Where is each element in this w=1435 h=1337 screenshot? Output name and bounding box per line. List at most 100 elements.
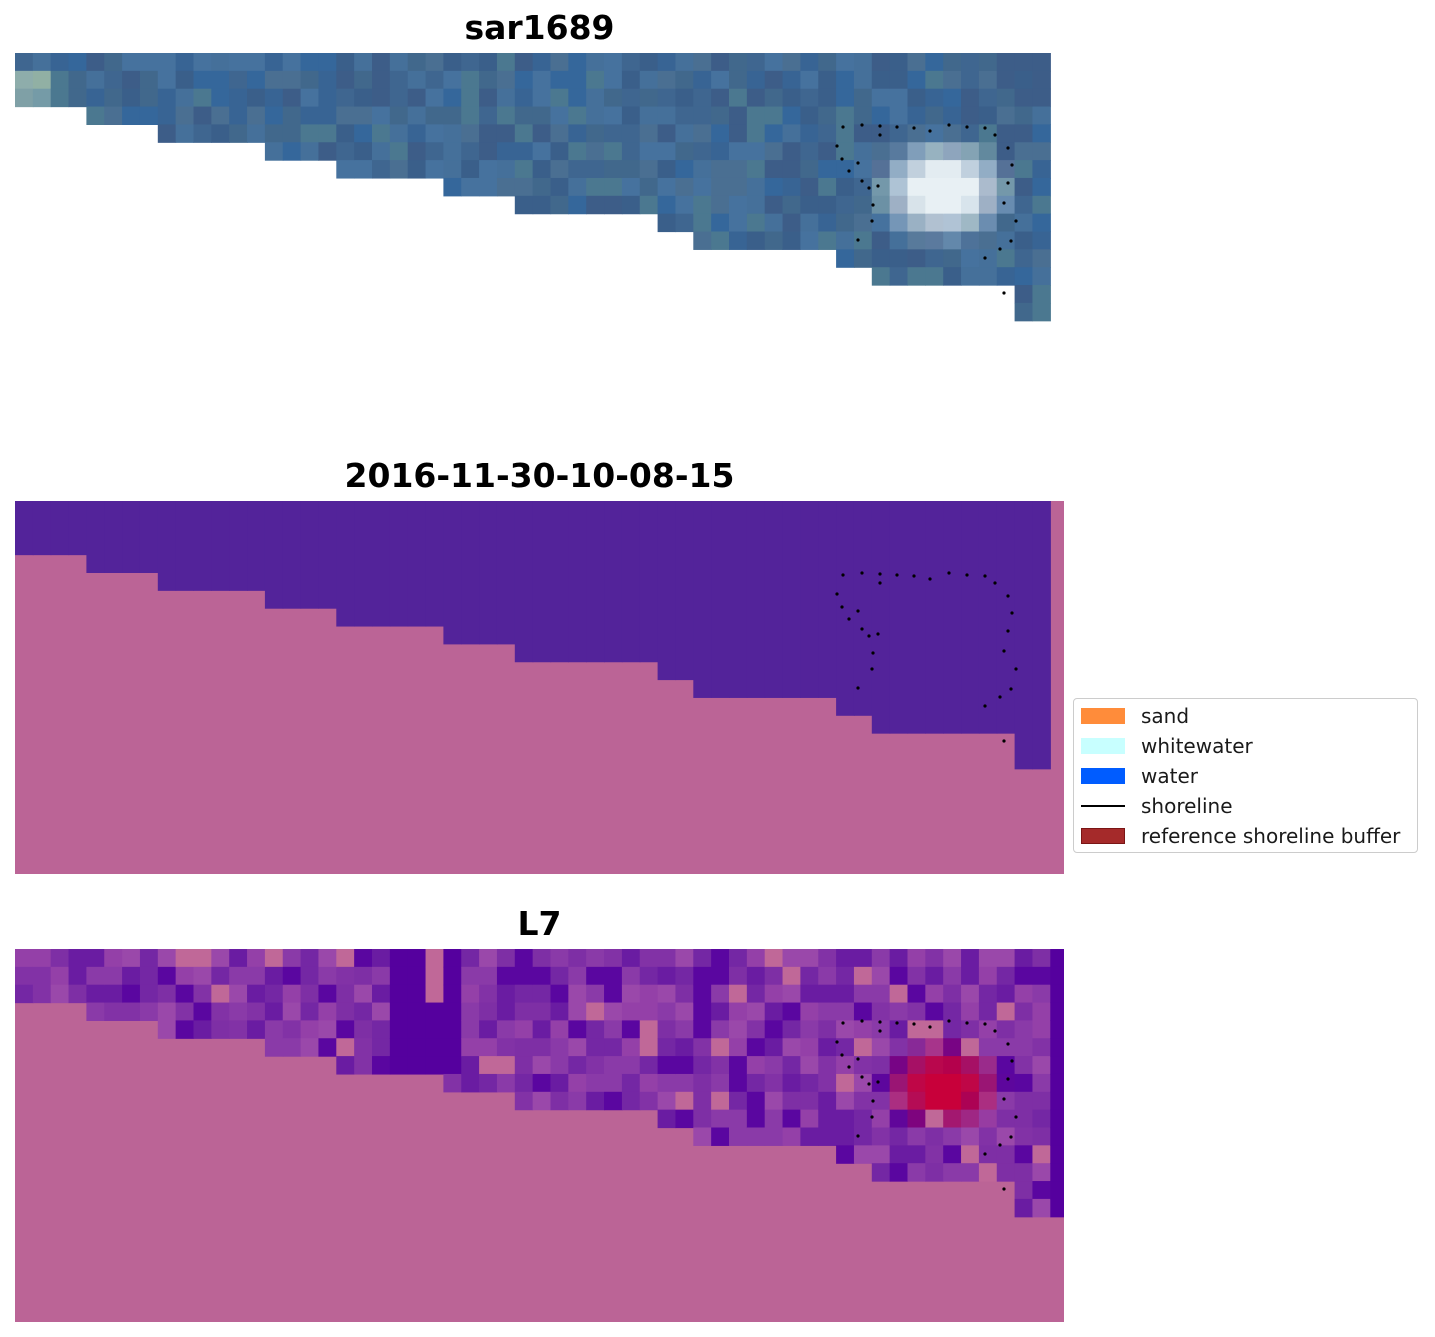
index-pixel <box>675 1038 694 1057</box>
index-pixel <box>961 1020 980 1039</box>
rgb-pixel <box>550 70 569 90</box>
index-pixel <box>496 966 516 986</box>
index-pixel <box>1050 1181 1064 1200</box>
index-pixel <box>86 966 105 986</box>
shoreline-point <box>895 573 899 577</box>
rgb-pixel <box>943 88 962 108</box>
index-pixel <box>818 1020 837 1039</box>
index-pixel <box>657 1056 677 1075</box>
index-pixel <box>568 1073 587 1093</box>
rgb-pixel <box>711 53 730 72</box>
rgb-pixel <box>693 142 712 161</box>
rgb-pixel <box>604 70 623 90</box>
index-pixel <box>514 949 534 968</box>
index-pixel <box>800 1109 819 1129</box>
index-pixel <box>336 1020 355 1039</box>
shoreline-point <box>1006 1077 1010 1081</box>
rgb-pixel <box>907 160 926 179</box>
rgb-pixel <box>282 53 302 72</box>
rgb-pixel <box>961 70 980 90</box>
index-pixel <box>50 984 70 1004</box>
index-pixel <box>907 1091 926 1111</box>
rgb-pixel <box>818 124 837 143</box>
index-pixel <box>1050 1056 1064 1075</box>
rgb-pixel <box>907 267 926 286</box>
rgb-pixel <box>925 213 944 233</box>
rgb-pixel <box>211 106 230 125</box>
index-pixel <box>586 1056 605 1075</box>
rgb-pixel <box>907 213 926 233</box>
rgb-pixel <box>996 53 1016 72</box>
index-pixel <box>871 984 891 1004</box>
rgb-pixel <box>836 70 855 90</box>
rgb-pixel <box>889 106 909 125</box>
index-pixel <box>586 984 605 1004</box>
rgb-pixel <box>961 267 980 286</box>
rgb-pixel <box>889 231 909 250</box>
index-pixel <box>1032 1181 1051 1200</box>
rgb-pixel <box>853 124 873 143</box>
rgb-pixel <box>568 160 587 179</box>
index-pixel <box>746 984 766 1004</box>
index-pixel <box>961 1056 980 1075</box>
rgb-pixel <box>389 106 409 125</box>
rgb-pixel <box>639 142 659 161</box>
rgb-pixel <box>550 88 569 108</box>
shoreline-point <box>993 133 997 137</box>
index-pixel <box>354 1038 373 1057</box>
rgb-pixel <box>943 160 962 179</box>
index-pixel <box>978 1163 998 1182</box>
rgb-pixel <box>943 231 962 250</box>
water-class-area <box>336 501 355 627</box>
shoreline-point <box>835 144 839 148</box>
index-pixel <box>729 1127 748 1146</box>
rgb-pixel <box>1032 195 1051 215</box>
rgb-pixel <box>746 177 766 197</box>
index-pixel <box>568 984 587 1004</box>
index-pixel <box>1014 949 1034 968</box>
index-pixel <box>1050 949 1064 968</box>
rgb-pixel <box>211 124 230 143</box>
index-pixel <box>407 1056 427 1075</box>
index-pixel <box>675 966 694 986</box>
rgb-pixel <box>372 88 391 108</box>
index-pixel <box>318 966 337 986</box>
index-pixel <box>175 984 195 1004</box>
index-pixel <box>800 1127 819 1146</box>
index-pixel <box>193 966 212 986</box>
index-pixel <box>729 1073 748 1093</box>
index-pixel <box>782 1002 801 1021</box>
index-pixel <box>800 1073 819 1093</box>
index-pixel <box>729 966 748 986</box>
index-pixel <box>978 1038 998 1057</box>
rgb-pixel <box>586 142 605 161</box>
rgb-pixel <box>978 160 998 179</box>
rgb-pixel <box>496 70 516 90</box>
index-pixel <box>532 1038 552 1057</box>
rgb-pixel <box>425 88 444 108</box>
rgb-pixel <box>693 213 712 233</box>
rgb-pixel <box>479 53 498 72</box>
rgb-pixel <box>764 124 784 143</box>
index-pixel <box>479 1056 498 1075</box>
index-pixel <box>1050 1038 1064 1057</box>
index-pixel <box>693 1109 712 1129</box>
index-pixel <box>925 984 944 1004</box>
rgb-pixel <box>800 177 819 197</box>
shoreline-point <box>1010 163 1014 167</box>
index-pixel <box>782 984 801 1004</box>
water-class-area <box>693 501 712 698</box>
rgb-pixel <box>514 53 534 72</box>
index-pixel <box>211 1020 230 1039</box>
rgb-pixel <box>800 53 819 72</box>
water-class-area <box>568 501 587 663</box>
index-pixel <box>461 1002 480 1021</box>
index-pixel <box>300 1002 320 1021</box>
index-pixel <box>943 1002 962 1021</box>
index-pixel <box>443 949 462 968</box>
index-pixel <box>961 1002 980 1021</box>
index-pixel <box>782 1020 801 1039</box>
index-pixel <box>871 1020 891 1039</box>
rgb-pixel <box>211 70 230 90</box>
rgb-pixel <box>461 142 480 161</box>
